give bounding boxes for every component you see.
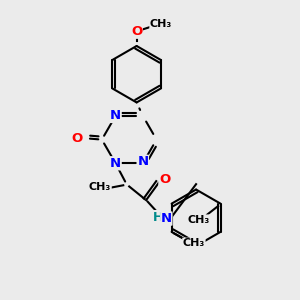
Text: CH₃: CH₃ xyxy=(89,182,111,192)
Text: N: N xyxy=(137,155,148,168)
Text: N: N xyxy=(110,157,121,170)
Text: CH₃: CH₃ xyxy=(183,238,205,248)
Text: O: O xyxy=(159,173,170,186)
Text: CH₃: CH₃ xyxy=(150,19,172,29)
Text: H: H xyxy=(153,211,163,224)
Text: O: O xyxy=(72,132,83,145)
Text: N: N xyxy=(110,110,121,122)
Text: O: O xyxy=(131,25,142,38)
Text: N: N xyxy=(161,212,172,225)
Text: CH₃: CH₃ xyxy=(188,215,210,225)
